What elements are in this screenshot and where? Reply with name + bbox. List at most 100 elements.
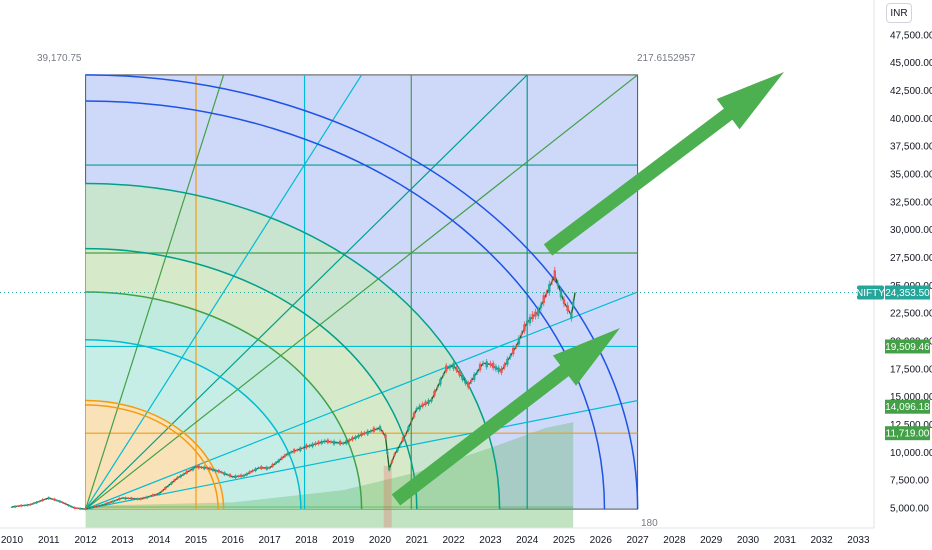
candle-body bbox=[158, 492, 161, 495]
candle-body bbox=[286, 452, 290, 456]
candle-body bbox=[268, 467, 271, 469]
x-tick-label: 2029 bbox=[700, 535, 723, 546]
x-tick-label: 2013 bbox=[111, 535, 134, 546]
y-axis: 5,000.00 7,500.00 10,000.00 12,500.00 15,000… bbox=[873, 0, 932, 528]
level-tag: 14,096.18 bbox=[885, 399, 930, 414]
gann-fan-line-6 bbox=[85, 399, 638, 510]
candle-body bbox=[452, 363, 455, 369]
candle-body bbox=[242, 475, 246, 477]
x-tick-label: 2022 bbox=[442, 535, 465, 546]
candle-body bbox=[442, 375, 445, 377]
y-tick-label: 37,500.00 bbox=[890, 142, 932, 153]
candle-body bbox=[509, 355, 512, 358]
candle-body bbox=[58, 500, 62, 503]
candle-body bbox=[223, 472, 226, 476]
candle-body bbox=[220, 471, 223, 473]
candle-body bbox=[148, 496, 152, 498]
candle-body bbox=[26, 504, 29, 506]
candle-body bbox=[102, 504, 106, 506]
gann-fan-line-2 bbox=[85, 74, 638, 510]
candle-body bbox=[93, 506, 96, 508]
y-tick-label: 5,000.00 bbox=[890, 504, 929, 515]
level-tag-text: 19,509.46 bbox=[885, 342, 930, 353]
y-tick-label: 15,000.00 bbox=[890, 392, 932, 403]
price-tags: NIFTY 24,353.50 19,509.46 14,096.18 11,719.0… bbox=[0, 285, 930, 441]
candle-body bbox=[10, 506, 14, 508]
candle-body bbox=[217, 470, 221, 473]
gann-fan-line-5 bbox=[85, 74, 225, 510]
candle-body bbox=[528, 317, 532, 324]
candle-body bbox=[512, 347, 515, 355]
candle-body bbox=[182, 473, 185, 475]
candle-body bbox=[410, 421, 413, 423]
candle-body bbox=[473, 374, 476, 380]
candle-body bbox=[13, 505, 17, 508]
candle-body bbox=[514, 346, 518, 348]
forecast-arrows bbox=[391, 72, 784, 506]
x-tick-label: 2015 bbox=[185, 535, 208, 546]
currency-button[interactable]: INR bbox=[886, 3, 912, 23]
candle-body bbox=[257, 467, 260, 469]
candle-body bbox=[127, 497, 130, 499]
last-price-tag: 24,353.50 bbox=[885, 285, 930, 300]
candle-body bbox=[133, 498, 136, 500]
candle-body bbox=[497, 367, 500, 372]
candle-body bbox=[545, 292, 548, 295]
y-tick-label: 45,000.00 bbox=[890, 58, 932, 69]
candle-body bbox=[292, 449, 296, 453]
x-tick-label: 2020 bbox=[369, 535, 392, 546]
candle-body bbox=[412, 412, 416, 418]
candle-body bbox=[167, 485, 170, 487]
y-tick-label: 47,500.00 bbox=[890, 30, 932, 41]
x-tick-label: 2019 bbox=[332, 535, 355, 546]
candle-body bbox=[248, 471, 251, 474]
y-tick-label: 32,500.00 bbox=[890, 197, 932, 208]
candle-body bbox=[154, 494, 158, 496]
candle-body bbox=[381, 431, 384, 433]
candle-body bbox=[179, 475, 182, 478]
candle-body bbox=[461, 375, 464, 380]
candle-body bbox=[41, 499, 44, 501]
candle-body bbox=[164, 487, 167, 490]
level-tag-text: 11,719.00 bbox=[886, 429, 930, 440]
x-tick-label: 2010 bbox=[1, 535, 24, 546]
candle-body bbox=[99, 504, 103, 507]
candle-body bbox=[173, 479, 176, 482]
candle-body bbox=[378, 426, 382, 431]
candle-body bbox=[342, 443, 345, 445]
candle-body bbox=[105, 502, 109, 505]
candle-body bbox=[455, 367, 458, 371]
candle-body bbox=[520, 333, 523, 335]
candle-body bbox=[118, 497, 121, 500]
candle-body bbox=[430, 399, 433, 402]
candle-body bbox=[396, 448, 399, 452]
x-tick-label: 2016 bbox=[222, 535, 245, 546]
price-series bbox=[10, 266, 576, 511]
candle-body bbox=[366, 430, 369, 435]
level-tag-bg bbox=[885, 426, 930, 441]
candle-body bbox=[44, 498, 47, 500]
candle-body bbox=[251, 470, 254, 472]
candle-body bbox=[38, 501, 41, 503]
x-tick-label: 2023 bbox=[479, 535, 502, 546]
candle-body bbox=[320, 440, 323, 444]
candle-body bbox=[531, 314, 534, 320]
candle-body bbox=[84, 508, 87, 510]
candle-body bbox=[485, 361, 488, 368]
x-tick-label: 2031 bbox=[774, 535, 797, 546]
candle-body bbox=[503, 364, 506, 368]
candle-body bbox=[265, 466, 269, 470]
candle-body bbox=[399, 444, 402, 446]
y-tick-label: 40,000.00 bbox=[890, 114, 932, 125]
gann-arc-8 bbox=[85, 74, 639, 510]
candle-body bbox=[534, 311, 537, 317]
candle-body bbox=[390, 460, 394, 463]
x-tick-label: 2026 bbox=[590, 535, 613, 546]
candle-body bbox=[203, 466, 206, 470]
y-tick-label: 10,000.00 bbox=[890, 448, 932, 459]
candle-body bbox=[404, 434, 407, 436]
candle-body bbox=[130, 497, 133, 500]
candle-body bbox=[500, 368, 503, 373]
candle-body bbox=[124, 497, 127, 500]
